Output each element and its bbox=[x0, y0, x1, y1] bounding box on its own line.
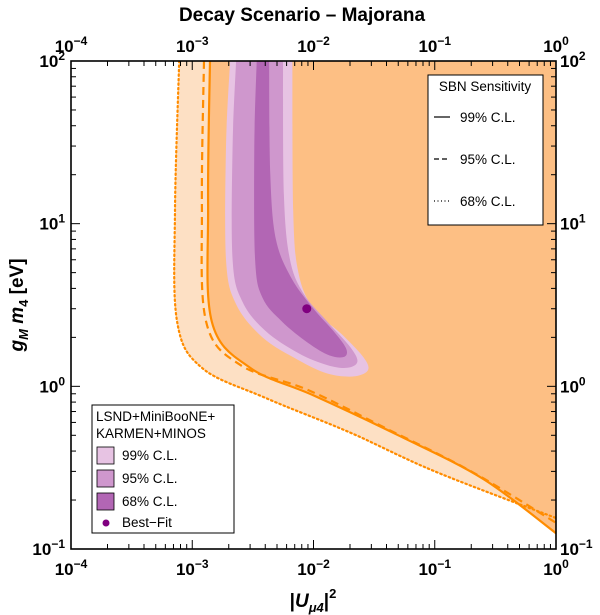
x-tick-label: 100 bbox=[543, 557, 569, 579]
best-fit-point bbox=[302, 304, 312, 314]
sbn-legend-label: 68% C.L. bbox=[460, 194, 516, 209]
axis-tick-labels: 10−410−410−310−310−210−210−110−110010010… bbox=[32, 34, 593, 579]
sbn-contour-68-dotted bbox=[173, 61, 556, 520]
x-tick-label: 10−3 bbox=[176, 557, 209, 579]
x-tick-label-top: 10−2 bbox=[297, 34, 330, 56]
sbn-legend: SBN Sensitivity 99% C.L. 95% C.L. 68% C.L. bbox=[427, 74, 544, 226]
sbn-legend-title: SBN Sensitivity bbox=[439, 79, 532, 94]
fit-legend-label: 99% C.L. bbox=[122, 448, 178, 463]
x-tick-label-top: 10−3 bbox=[176, 34, 209, 56]
y-tick-label-right: 102 bbox=[560, 49, 586, 71]
y-tick-label: 10−1 bbox=[32, 537, 65, 559]
fit-legend-box bbox=[91, 404, 235, 534]
fit-region-68 bbox=[254, 61, 348, 358]
chart-title: Decay Scenario – Majorana bbox=[179, 5, 425, 26]
sbn-legend-label: 99% C.L. bbox=[460, 110, 516, 125]
x-tick-label-top: 10−1 bbox=[418, 34, 451, 56]
y-tick-label: 100 bbox=[39, 374, 65, 396]
sbn-legend-box bbox=[427, 74, 544, 226]
y-axis-label: gM m4 [eV] bbox=[7, 258, 31, 352]
y-tick-label: 102 bbox=[39, 49, 65, 71]
x-tick-label-top: 10−4 bbox=[55, 34, 88, 56]
y-tick-label-right: 10−1 bbox=[560, 537, 593, 559]
fit-legend-title: LSND+MiniBooNE+ bbox=[96, 409, 215, 424]
y-tick-label: 101 bbox=[39, 212, 65, 234]
fit-legend-best-fit-marker bbox=[102, 519, 110, 527]
x-axis-label: |Uμ4|2 bbox=[290, 586, 337, 615]
fit-legend-best-fit-label: Best−Fit bbox=[122, 515, 172, 530]
x-tick-label: 10−4 bbox=[55, 557, 88, 579]
fit-legend-swatch bbox=[96, 492, 115, 511]
y-tick-label-right: 101 bbox=[560, 212, 586, 234]
fit-legend-title: KARMEN+MINOS bbox=[96, 426, 206, 441]
sbn-contour-99-solid bbox=[206, 61, 556, 535]
y-tick-label-right: 100 bbox=[560, 374, 586, 396]
x-tick-label-top: 100 bbox=[543, 34, 569, 56]
fit-legend-label: 95% C.L. bbox=[122, 471, 178, 486]
x-tick-label: 10−2 bbox=[297, 557, 330, 579]
fit-legend-swatch bbox=[96, 446, 115, 465]
fit-legend-swatch bbox=[96, 469, 115, 488]
fit-legend-label: 68% C.L. bbox=[122, 494, 178, 509]
axis-ticks bbox=[70, 60, 557, 550]
sbn-legend-label: 95% C.L. bbox=[460, 152, 516, 167]
x-tick-label: 10−1 bbox=[418, 557, 451, 579]
fit-legend: LSND+MiniBooNE+ KARMEN+MINOS 99% C.L. 95% C… bbox=[91, 404, 235, 534]
